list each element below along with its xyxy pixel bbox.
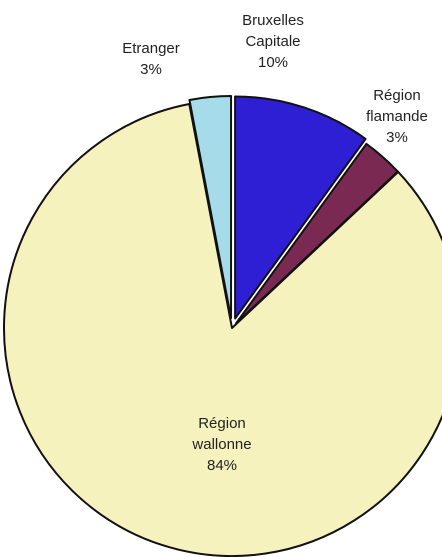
- slice-label-bruxelles-capitale: Bruxelles Capitale 10%: [228, 10, 318, 73]
- slice-name-line-1: Bruxelles: [242, 12, 304, 29]
- slice-value-label: 3%: [386, 129, 408, 146]
- slice-name-line-1: Région: [373, 87, 421, 104]
- pie-slice-region-wallonne: [3, 103, 442, 557]
- slice-value-label: 3%: [140, 61, 162, 78]
- slice-name-line-1: Région: [198, 415, 246, 432]
- slice-name-line-2: Capitale: [245, 33, 301, 50]
- slice-value-label: 84%: [206, 457, 238, 474]
- pie-slice-bruxelles-capitale: [234, 95, 367, 320]
- slice-label-region-flamande: Région flamande 3%: [352, 85, 442, 148]
- slice-label-region-wallonne: Région wallonne 84%: [170, 413, 274, 476]
- slice-name-line-2: wallonne: [192, 436, 252, 453]
- slice-name-line-1: Etranger: [122, 40, 180, 57]
- slice-name-line-2: flamande: [366, 108, 428, 125]
- pie-slice-etranger: [188, 95, 233, 320]
- slice-value-label: 10%: [257, 54, 289, 71]
- slice-label-etranger: Etranger 3%: [106, 38, 196, 80]
